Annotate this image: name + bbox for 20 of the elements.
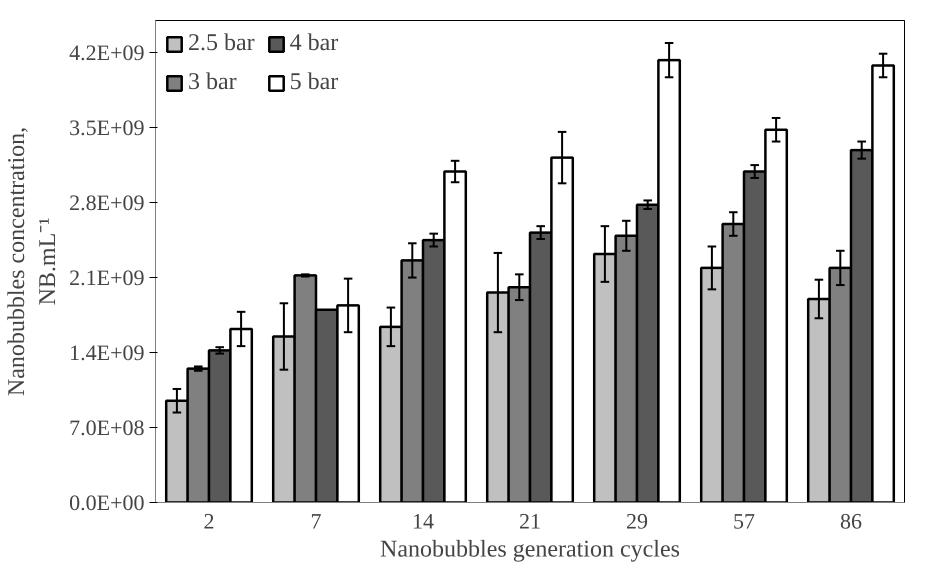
y-tick-label: 2.1E+09 — [69, 265, 145, 290]
legend-label: 5 bar — [290, 69, 338, 96]
x-tick-label: 7 — [310, 508, 322, 534]
x-axis-title: Nanobubbles generation cycles — [380, 536, 680, 562]
legend-label: 3 bar — [188, 69, 237, 96]
x-tick-label: 86 — [840, 508, 862, 534]
x-tick-label: 2 — [204, 508, 214, 534]
x-tick-label: 21 — [519, 508, 541, 534]
y-tick-label: 0.0E+00 — [69, 490, 145, 515]
x-tick-label: 29 — [626, 508, 648, 534]
legend-label: 4 bar — [290, 30, 338, 57]
y-tick-label: 4.2E+09 — [69, 40, 145, 66]
y-tick-label: 7.0E+08 — [69, 415, 145, 440]
legend-label: 2.5 bar — [188, 30, 255, 57]
y-tick-label: 1.4E+09 — [69, 340, 145, 366]
y-tick-label: 2.8E+09 — [69, 190, 145, 216]
y-tick-label: 3.5E+09 — [69, 115, 145, 140]
x-tick-label: 57 — [733, 508, 755, 534]
x-tick-label: 14 — [412, 508, 434, 534]
y-axis-title: Nanobubbles concentration, NB.mL⁻¹ — [4, 126, 62, 396]
